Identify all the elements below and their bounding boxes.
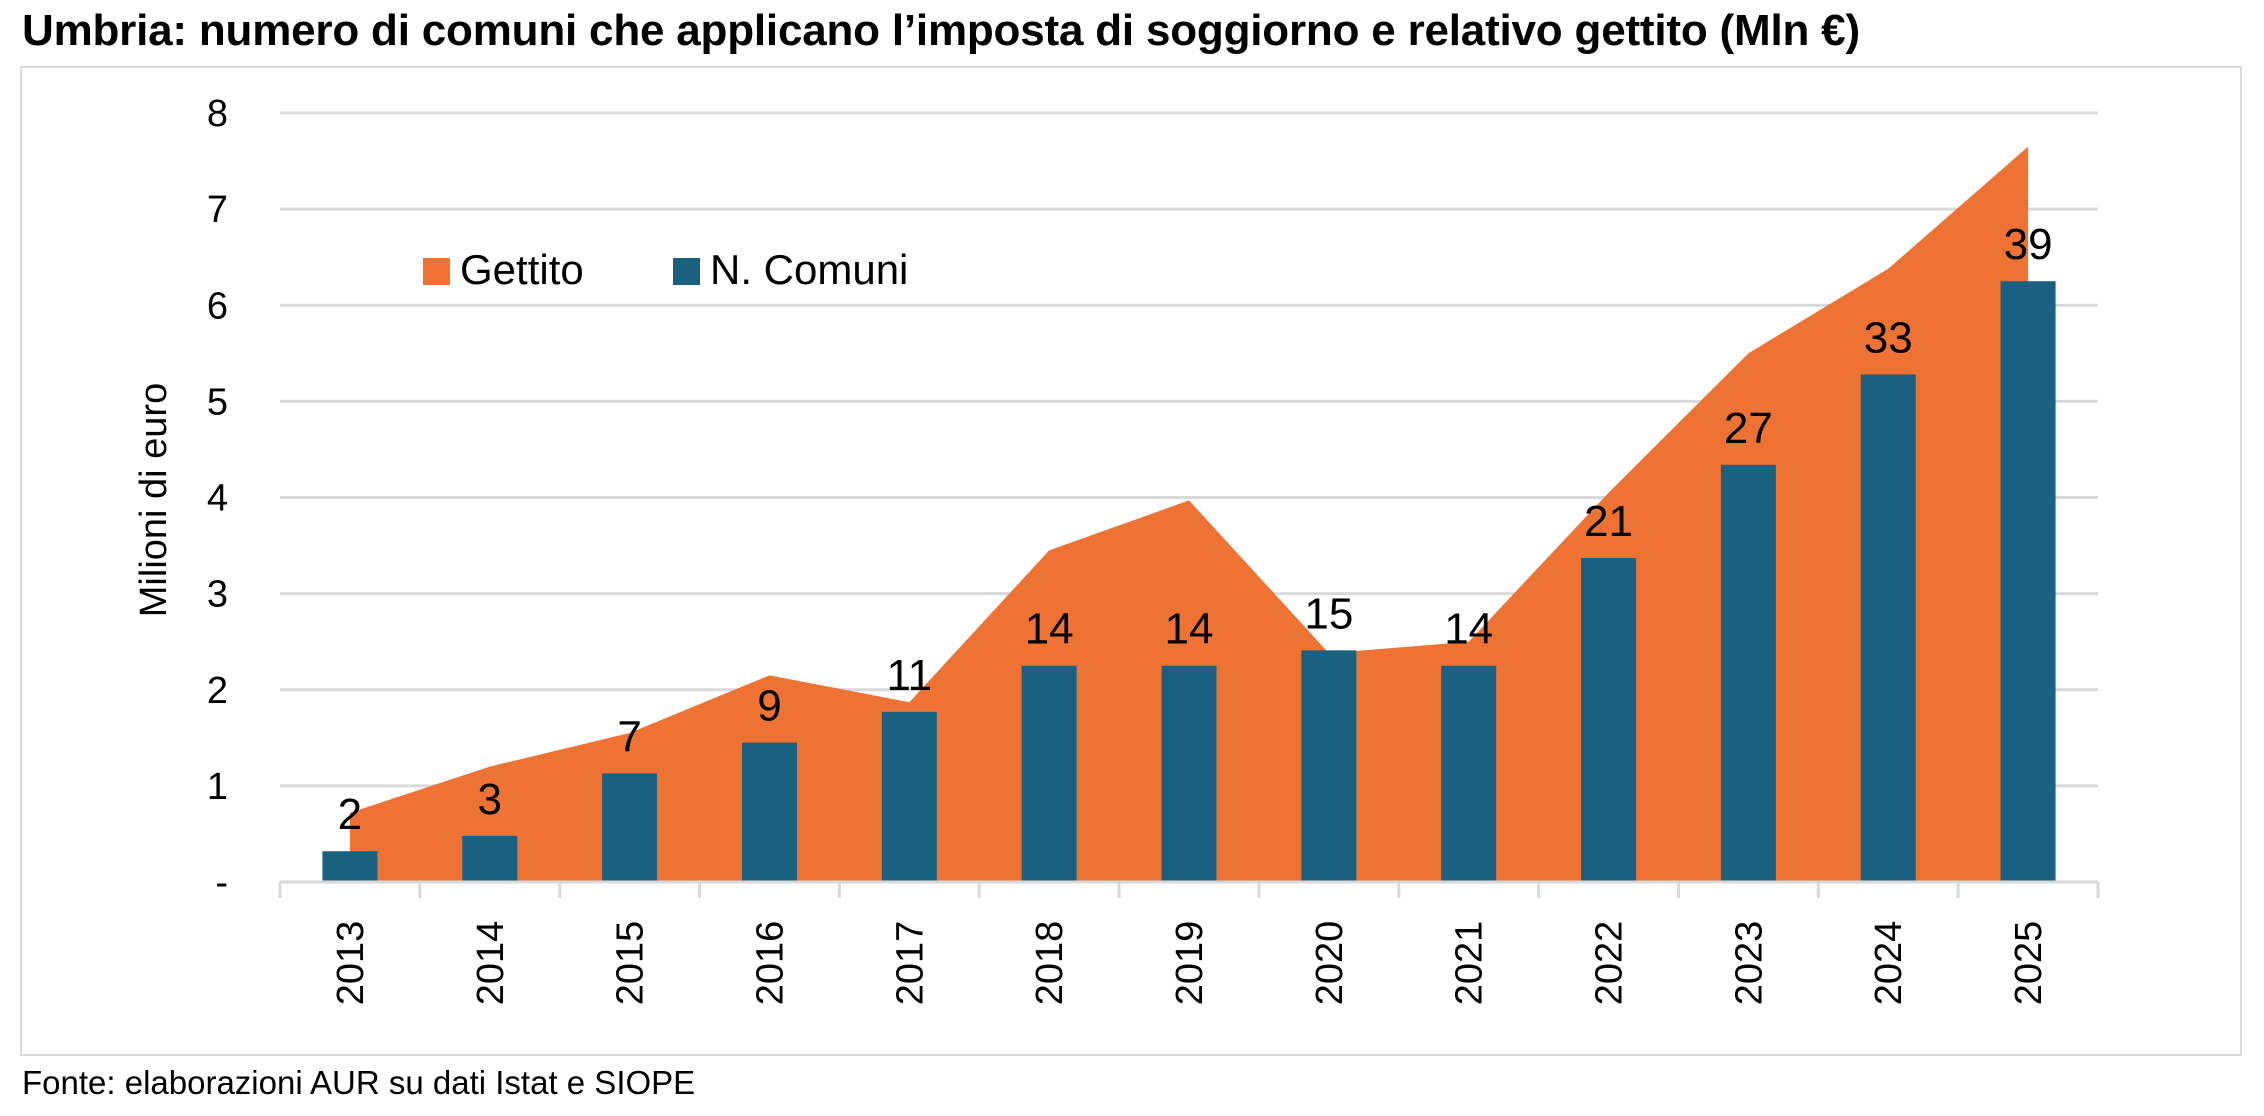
x-tick-label: 2015	[610, 921, 652, 1006]
comuni-bar	[462, 835, 518, 882]
bar-data-label: 15	[1304, 589, 1353, 638]
x-tick-label: 2024	[1868, 921, 1910, 1006]
x-tick-label: 2021	[1449, 921, 1491, 1006]
x-tick-label: 2017	[889, 921, 931, 1006]
x-tick-label: 2023	[1728, 921, 1770, 1006]
y-tick-label: 3	[207, 574, 228, 616]
legend-label: Gettito	[460, 246, 584, 293]
y-axis-label: Milioni di euro	[133, 383, 175, 617]
bar-data-label: 21	[1584, 497, 1633, 546]
comuni-bar	[1301, 650, 1357, 882]
bar-data-label: 33	[1864, 313, 1913, 362]
comuni-bar	[602, 773, 658, 882]
bar-data-label: 3	[478, 775, 502, 824]
bar-data-label: 11	[886, 651, 932, 700]
x-tick-label: 2018	[1029, 921, 1071, 1006]
x-tick-label: 2013	[330, 921, 372, 1006]
x-tick-label: 2022	[1589, 921, 1631, 1006]
comuni-bar	[1581, 558, 1637, 882]
bar-data-label: 14	[1444, 605, 1493, 654]
comuni-bar	[1021, 665, 1077, 882]
bar-data-label: 14	[1025, 605, 1074, 654]
chart-title: Umbria: numero di comuni che applicano l…	[22, 6, 1860, 55]
comuni-bar	[881, 711, 937, 882]
y-tick-label: 1	[207, 766, 228, 808]
source-note: Fonte: elaborazioni AUR su dati Istat e …	[22, 1064, 696, 1101]
bar-data-label: 2	[338, 790, 362, 839]
comuni-bar	[322, 851, 378, 882]
y-tick-label: 7	[207, 189, 228, 231]
y-tick-label: 8	[207, 93, 228, 135]
comuni-bar	[1860, 374, 1916, 882]
y-tick-label: -	[215, 862, 228, 904]
chart-frame	[20, 66, 2242, 1056]
bar-data-label: 14	[1165, 605, 1214, 654]
y-tick-label: 2	[207, 670, 228, 712]
bar-data-label: 7	[617, 712, 641, 761]
y-tick-label: 5	[207, 381, 228, 423]
comuni-bar	[741, 742, 797, 882]
x-tick-label: 2016	[749, 921, 791, 1006]
x-tick-label: 2014	[470, 921, 512, 1006]
comuni-bar	[1161, 665, 1217, 882]
x-tick-label: 2020	[1309, 921, 1351, 1006]
bar-data-label: 9	[757, 682, 781, 731]
legend-swatch	[423, 258, 450, 285]
comuni-bar	[1441, 665, 1497, 882]
x-tick-label: 2025	[2008, 921, 2050, 1006]
x-tick-label: 2019	[1169, 921, 1211, 1006]
bar-data-label: 39	[2004, 220, 2053, 269]
comuni-bar	[1720, 464, 1776, 882]
comuni-bar	[2000, 281, 2056, 882]
y-tick-label: 6	[207, 285, 228, 327]
legend-swatch	[673, 258, 700, 285]
legend-label: N. Comuni	[710, 246, 908, 293]
bar-data-label: 27	[1724, 404, 1773, 453]
y-tick-label: 4	[207, 478, 228, 520]
